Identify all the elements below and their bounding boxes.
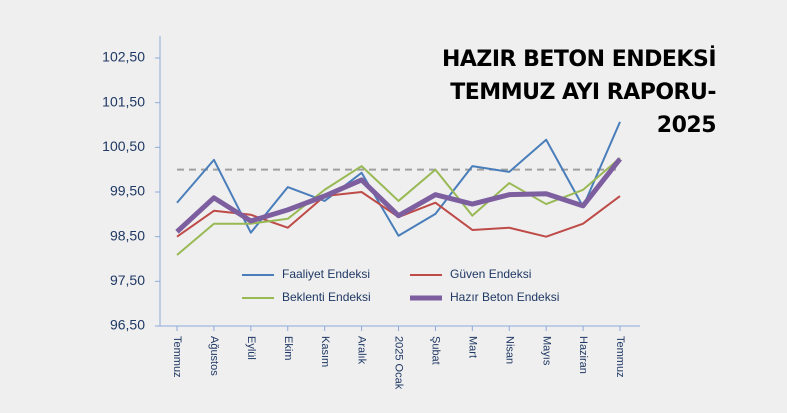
y-tick-label: 97,50	[110, 272, 145, 288]
chart-title: TEMMUZ AYI RAPORU-	[450, 80, 716, 105]
x-tick-label: Mart	[466, 336, 478, 358]
legend-label: Beklenti Endeksi	[282, 290, 371, 304]
x-tick-label: Mayıs	[540, 336, 552, 366]
chart-title: HAZIR BETON ENDEKSİ	[442, 46, 716, 72]
x-tick-label: Temmuz	[171, 336, 183, 378]
x-tick-label: Temmuz	[614, 336, 626, 378]
x-tick-label: Ekim	[282, 336, 294, 360]
legend-label: Güven Endeksi	[450, 267, 531, 281]
x-tick-label: Kasım	[319, 336, 331, 367]
series-line	[176, 157, 621, 256]
y-tick-label: 96,50	[110, 317, 145, 333]
x-tick-label: Ağustos	[208, 336, 220, 376]
y-tick-label: 99,50	[110, 183, 145, 199]
x-tick-label: Eylül	[245, 336, 257, 360]
x-tick-label: Aralık	[356, 336, 368, 365]
x-tick-label: 2025 Ocak	[393, 336, 405, 390]
legend-label: Hazır Beton Endeksi	[450, 290, 559, 304]
x-tick-label: Nisan	[503, 336, 515, 364]
x-tick-label: Şubat	[430, 336, 442, 365]
series-line	[175, 157, 622, 234]
chart-title: 2025	[657, 113, 716, 138]
legend-label: Faaliyet Endeksi	[282, 267, 370, 281]
series-line	[176, 121, 621, 237]
x-tick-label: Haziran	[577, 336, 589, 374]
y-tick-label: 102,50	[102, 49, 145, 65]
y-tick-label: 100,50	[102, 138, 145, 154]
y-tick-label: 98,50	[110, 227, 145, 243]
y-tick-label: 101,50	[102, 93, 145, 109]
